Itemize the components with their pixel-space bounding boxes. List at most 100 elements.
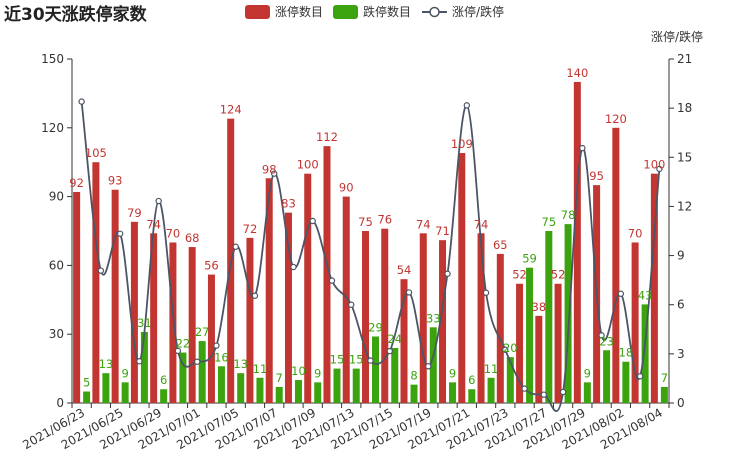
ratio-point (174, 347, 182, 355)
up-bar (554, 283, 562, 403)
down-bar (622, 361, 630, 403)
up-bar-label: 100 (643, 158, 665, 172)
up-bar (207, 274, 215, 403)
ratio-point (193, 358, 201, 365)
down-bar (198, 341, 206, 403)
up-bar (188, 247, 196, 403)
down-bar (294, 380, 302, 403)
up-bar-label: 95 (589, 169, 604, 183)
down-bar-label: 13 (99, 357, 114, 371)
up-bar (631, 242, 639, 403)
down-bar (564, 224, 572, 403)
down-bar (179, 352, 187, 403)
ratio-point (213, 342, 220, 349)
down-bar (83, 391, 91, 403)
up-bar (73, 192, 81, 403)
up-bar (246, 237, 254, 403)
down-bar-label: 11 (484, 362, 499, 376)
down-bar-label: 16 (214, 350, 229, 364)
down-bar (314, 382, 322, 403)
ratio-point (636, 373, 644, 380)
up-bar (612, 127, 620, 404)
ratio-point (78, 98, 85, 105)
ratio-point (540, 391, 548, 398)
ratio-point (386, 347, 393, 355)
down-bar (603, 350, 611, 403)
ratio-line-layer (78, 98, 663, 412)
down-bar (583, 382, 591, 403)
ratio-point (579, 144, 586, 152)
down-bar-label: 20 (503, 341, 518, 355)
up-bar-label: 74 (146, 217, 161, 231)
legend-item-1[interactable]: 涨停数目 (245, 4, 323, 19)
legend-item-2[interactable]: 跌停数目 (333, 4, 411, 19)
down-bar (237, 373, 245, 403)
down-bar-label: 7 (661, 371, 668, 385)
up-bar-label: 79 (127, 206, 142, 220)
down-bar (526, 267, 534, 403)
ratio-point (444, 270, 451, 277)
up-bar (573, 81, 581, 403)
up-bar (284, 212, 292, 403)
down-bar (641, 304, 649, 403)
up-bar-label: 105 (85, 146, 107, 160)
up-bar (477, 233, 485, 403)
ratio-point (155, 197, 162, 205)
ratio-point (136, 358, 143, 365)
ratio-point (656, 165, 663, 173)
up-bar (150, 233, 158, 403)
up-bar-label: 56 (204, 259, 219, 273)
down-bar-label: 24 (387, 332, 402, 346)
y-left-tick-label: 90 (49, 190, 64, 204)
up-bar-label: 93 (108, 174, 123, 188)
y-right-tick-label: 21 (677, 52, 692, 66)
ratio-point (502, 346, 509, 353)
up-bar (111, 189, 119, 403)
down-bar (487, 377, 495, 403)
data-labels: 9251051393979317467022682756161241372119… (69, 66, 668, 390)
y-right-tick-label: 12 (677, 199, 692, 213)
y-left-tick-label: 120 (41, 121, 64, 135)
up-bar-label: 65 (493, 238, 508, 252)
down-bar (160, 389, 168, 403)
legend-label: 涨停/跌停 (452, 4, 504, 19)
up-bar-label: 71 (435, 224, 450, 238)
legend-label: 跌停数目 (363, 4, 411, 19)
down-bar (506, 357, 514, 403)
up-bar-label: 75 (358, 215, 373, 229)
down-bar-label: 13 (233, 357, 248, 371)
down-bar (660, 386, 668, 403)
up-bar-label: 112 (316, 130, 338, 144)
ratio-point (405, 289, 413, 296)
down-bar-label: 10 (291, 364, 306, 378)
ratio-point (367, 357, 374, 364)
up-bar-label: 120 (605, 112, 627, 126)
legend-label: 涨停数目 (275, 4, 323, 19)
down-bar-label: 59 (522, 252, 537, 266)
legend-item-3[interactable]: 涨停/跌停 (422, 4, 504, 19)
up-bar-label: 98 (262, 162, 277, 176)
up-bar-label: 68 (185, 231, 200, 245)
down-bar-label: 23 (599, 334, 614, 348)
up-bar (130, 221, 138, 403)
down-bar-label: 6 (468, 373, 475, 387)
down-bar-label: 43 (638, 288, 653, 302)
down-bar (429, 327, 437, 403)
up-bar (458, 153, 466, 403)
down-bar-label: 75 (542, 215, 557, 229)
up-bar-label: 76 (377, 213, 392, 227)
up-bar-label: 92 (69, 176, 84, 190)
down-bar (468, 389, 476, 403)
down-bar-label: 8 (410, 369, 417, 383)
ratio-point (290, 263, 297, 271)
down-bar-label: 22 (176, 337, 191, 351)
up-bar (535, 315, 543, 403)
down-bar-label: 27 (195, 325, 210, 339)
y-left-tick-label: 150 (41, 52, 64, 66)
ratio-point (598, 332, 605, 339)
ratio-point (559, 388, 567, 396)
ratio-point (328, 277, 336, 284)
up-bar (381, 228, 389, 403)
legend[interactable]: 涨停数目 跌停数目 涨停/跌停 (245, 4, 504, 19)
